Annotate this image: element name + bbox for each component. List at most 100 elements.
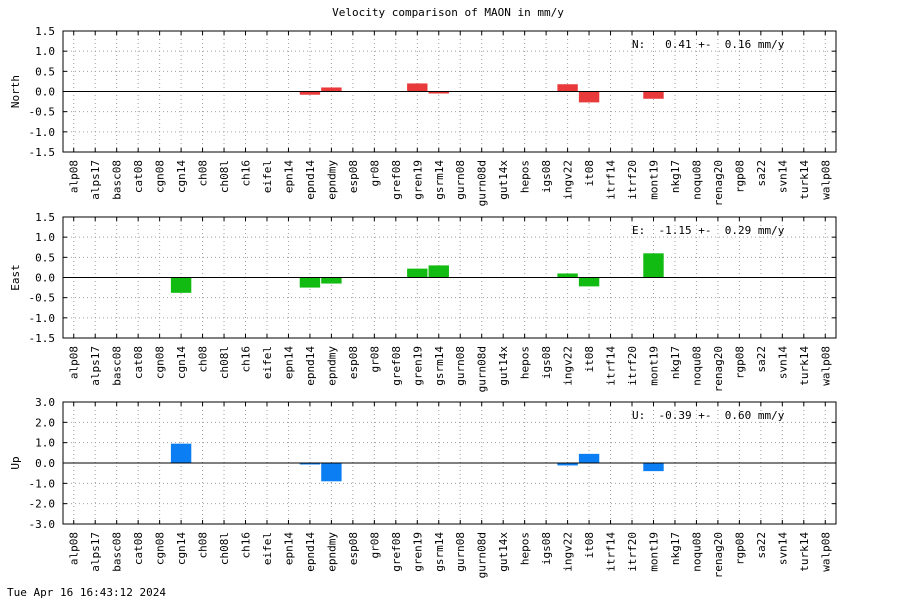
x-tick-label: alps17 [89, 346, 102, 386]
panel-east: 1.5 1.0 0.5 0.0 -0.5 -1.0 -1.5 alp08 alps17 basc0… [9, 211, 837, 392]
timestamp: Tue Apr 16 16:43:12 2024 [7, 586, 166, 599]
x-tick-label: cgn14 [175, 160, 188, 193]
plot-frame [62, 30, 837, 153]
y-tick-label: 1.5 [35, 25, 55, 38]
y-tick-label: -1.5 [29, 332, 56, 345]
x-tick-label: ch08 [197, 346, 210, 373]
x-tick-label: nkg17 [669, 160, 682, 193]
bar-cgn14 [170, 443, 192, 463]
bar-cgn14 [170, 277, 192, 293]
bar-ingv22 [557, 273, 578, 278]
chart-title: Velocity comparison of MAON in mm/y [332, 6, 564, 19]
bar-mont19 [643, 463, 664, 472]
x-tick-label: gr08 [368, 532, 381, 559]
velocity-annotation: U: -0.39 +- 0.60 mm/y [632, 409, 785, 422]
x-tick-label: it08 [583, 160, 596, 187]
x-tick-label: igs08 [540, 532, 553, 565]
panel-north: 1.5 1.0 0.5 0.0 -0.5 -1.0 -1.5 alp08 alps17 basc0… [9, 25, 837, 206]
x-tick-label: turk14 [798, 532, 811, 572]
x-tick-label: renag20 [712, 532, 725, 578]
x-tick-label: itrf20 [626, 346, 639, 386]
x-tick-label: walp08 [819, 346, 832, 386]
x-tick-label: epnd14 [304, 160, 317, 200]
bar-ingv22 [557, 463, 578, 466]
x-tick-label: gren19 [411, 532, 424, 572]
x-tick-label: cgn14 [175, 532, 188, 565]
x-tick-label: epndmy [325, 160, 338, 200]
bar-epnd14 [299, 277, 321, 288]
x-tick-label: epn14 [282, 346, 295, 379]
y-tick-label: -1.0 [29, 312, 56, 325]
x-tick-label: sa22 [755, 532, 768, 559]
x-tick-label: alp08 [68, 160, 81, 193]
x-tick-label: gsrm14 [433, 532, 446, 572]
x-tick-label: gren19 [411, 160, 424, 200]
bar-it08 [578, 91, 600, 103]
x-tick-label: gren19 [411, 346, 424, 386]
x-tick-label: cgn08 [154, 160, 167, 193]
x-tick-label: epndmy [325, 532, 338, 572]
plot-frame [62, 216, 837, 339]
bar-epndmy [321, 277, 342, 284]
bar-ingv22 [557, 84, 578, 92]
y-tick-label: 1.0 [35, 437, 55, 450]
x-tick-label: ch16 [240, 160, 253, 187]
x-tick-label: esp08 [347, 532, 360, 565]
x-tick-label: ch08 [197, 532, 210, 559]
x-tick-label: alps17 [89, 160, 102, 200]
x-tick-label: cgn08 [154, 532, 167, 565]
x-tick-label: gurn08 [454, 160, 467, 200]
bar-gren19 [407, 83, 428, 92]
x-tick-label: cat08 [132, 346, 145, 379]
x-tick-label: epnd14 [304, 532, 317, 572]
x-tick-label: mont19 [647, 532, 660, 572]
x-tick-label: sa22 [755, 346, 768, 373]
bar-it08 [578, 453, 600, 463]
panel-up: 3.0 2.0 1.0 0.0 -1.0 -2.0 -3.0 alp08 alps17 basc0… [9, 396, 837, 578]
x-tick-label: it08 [583, 532, 596, 559]
x-tick-label: basc08 [111, 532, 124, 572]
x-tick-label: nkg17 [669, 532, 682, 565]
x-tick-label: gurn08d [476, 532, 489, 578]
x-tick-label: it08 [583, 346, 596, 373]
y-tick-label: 1.5 [35, 211, 55, 224]
bar-gsrm14 [428, 265, 449, 278]
y-tick-label: -0.5 [29, 106, 56, 119]
x-tick-label: rgp08 [733, 532, 746, 565]
x-tick-label: cat08 [132, 160, 145, 193]
y-axis-label: Up [9, 456, 22, 469]
x-tick-label: noqu08 [690, 532, 703, 572]
x-tick-label: nkg17 [669, 346, 682, 379]
x-tick-label: itrf14 [605, 160, 618, 200]
x-tick-label: igs08 [540, 346, 553, 379]
x-tick-label: gr08 [368, 346, 381, 373]
x-tick-label: alp08 [68, 346, 81, 379]
x-tick-label: gurn08d [476, 160, 489, 206]
x-tick-label: itrf20 [626, 160, 639, 200]
x-tick-label: walp08 [819, 532, 832, 572]
y-tick-label: 3.0 [35, 396, 55, 409]
x-tick-label: ch16 [240, 532, 253, 559]
x-tick-label: ch08l [218, 532, 231, 565]
x-tick-label: turk14 [798, 160, 811, 200]
y-axis-label: East [9, 264, 22, 291]
x-tick-label: sa22 [755, 160, 768, 187]
x-tick-label: gut14x [497, 160, 510, 200]
x-tick-label: itrf14 [605, 346, 618, 386]
x-tick-label: eifel [261, 346, 274, 379]
x-tick-label: gr08 [368, 160, 381, 187]
x-tick-label: ch08l [218, 346, 231, 379]
x-tick-label: gsrm14 [433, 346, 446, 386]
x-tick-label: ingv22 [562, 346, 575, 386]
bar-it08 [578, 277, 600, 287]
y-tick-label: 0.0 [35, 86, 55, 99]
x-tick-label: mont19 [647, 160, 660, 200]
x-tick-label: noqu08 [690, 346, 703, 386]
y-axis-label: North [9, 75, 22, 108]
x-tick-label: eifel [261, 160, 274, 193]
bar-epnd14 [299, 91, 321, 95]
x-tick-label: itrf20 [626, 532, 639, 572]
y-tick-label: 1.0 [35, 45, 55, 58]
y-tick-label: -1.0 [29, 126, 56, 139]
